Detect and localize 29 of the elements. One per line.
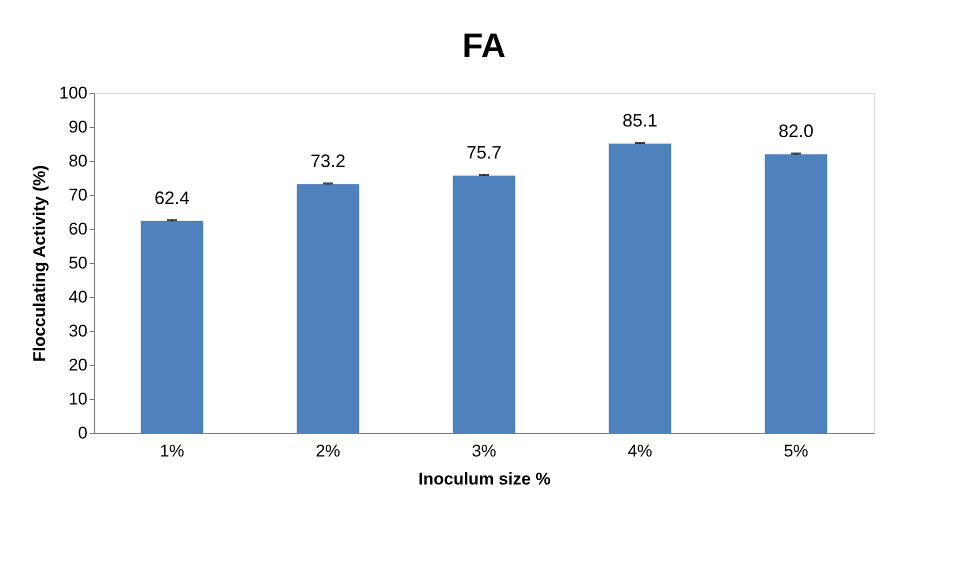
x-tick-label: 3% bbox=[472, 442, 496, 460]
y-tick-label: 30 bbox=[68, 322, 88, 340]
x-tick-label: 5% bbox=[784, 442, 808, 460]
x-tick-label: 2% bbox=[316, 442, 340, 460]
bar bbox=[608, 144, 672, 433]
x-tick-label: 1% bbox=[160, 442, 184, 460]
bar bbox=[452, 176, 516, 433]
y-tick-label: 80 bbox=[68, 152, 88, 170]
y-tick-label: 90 bbox=[68, 118, 88, 136]
y-tick-label: 0 bbox=[78, 424, 88, 442]
y-tick-label: 20 bbox=[68, 356, 88, 374]
chart-title: FA bbox=[462, 27, 506, 65]
bar bbox=[764, 154, 828, 433]
data-label: 75.7 bbox=[466, 142, 502, 163]
y-axis-title: Flocculating Activity (%) bbox=[30, 165, 50, 362]
data-label: 62.4 bbox=[154, 188, 190, 208]
y-tick-label: 50 bbox=[68, 254, 88, 272]
y-tick-label: 60 bbox=[68, 220, 88, 238]
x-tick-label: 4% bbox=[628, 442, 652, 460]
data-label: 85.1 bbox=[622, 110, 658, 131]
x-axis-title: Inoculum size % bbox=[418, 470, 551, 488]
bar bbox=[296, 184, 360, 433]
data-label: 82.0 bbox=[778, 121, 814, 142]
y-tick-label: 40 bbox=[68, 288, 88, 306]
data-label: 73.2 bbox=[310, 151, 346, 172]
y-tick-label: 70 bbox=[68, 186, 88, 204]
y-tick-label: 100 bbox=[59, 84, 88, 102]
y-tick-label: 10 bbox=[68, 390, 88, 408]
bar bbox=[140, 220, 204, 433]
